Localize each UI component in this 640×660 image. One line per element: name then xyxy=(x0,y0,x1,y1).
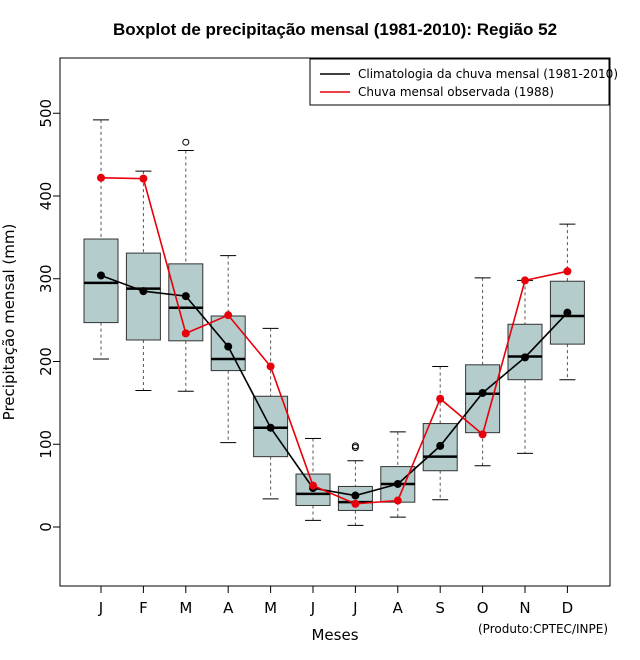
y-tick-label: 300 xyxy=(37,264,55,293)
chart-title: Boxplot de precipitação mensal (1981-201… xyxy=(113,20,557,39)
x-tick-label: M xyxy=(179,599,192,617)
legend-box xyxy=(309,58,610,106)
x-tick-label: F xyxy=(139,599,148,617)
observed-point xyxy=(563,267,572,276)
box-2 xyxy=(168,138,204,392)
x-tick-label: M xyxy=(264,599,277,617)
box-1 xyxy=(125,170,161,391)
iqr-box xyxy=(168,263,204,342)
climatology-line xyxy=(100,274,568,497)
box-10 xyxy=(507,279,543,454)
climatology-point xyxy=(97,271,105,280)
climatology-point xyxy=(224,342,233,351)
y-axis-label: Precipitação mensal (mm) xyxy=(0,224,18,421)
observed-point xyxy=(521,276,529,285)
y-tick-label: 0 xyxy=(37,522,55,532)
box-11 xyxy=(549,223,585,381)
legend-climatology-label: Climatologia da chuva mensal (1981-2010) xyxy=(358,67,618,81)
boxes-layer xyxy=(83,119,585,526)
legend-observed-label: Chuva mensal observada (1988) xyxy=(358,85,554,99)
climatology-point xyxy=(181,292,190,301)
y-tick-label: 100 xyxy=(37,430,55,459)
iqr-box xyxy=(465,364,501,434)
box-8 xyxy=(422,365,458,501)
x-tick-label: O xyxy=(477,599,489,617)
observed-point xyxy=(97,173,105,182)
y-axis: 0 100 200 300 400 500 xyxy=(37,99,60,532)
y-tick-label: 400 xyxy=(37,182,55,211)
observed-point xyxy=(224,311,233,320)
x-tick-label: J xyxy=(352,599,357,617)
climatology-point xyxy=(393,479,402,488)
observed-point xyxy=(309,481,317,490)
x-tick-label: J xyxy=(310,599,315,617)
observed-point xyxy=(266,362,275,371)
climatology-point xyxy=(563,308,572,317)
x-tick-label: D xyxy=(562,599,574,617)
iqr-box xyxy=(83,238,119,324)
x-tick-label: J xyxy=(98,599,103,617)
plot-frame xyxy=(59,57,611,587)
observed-line xyxy=(100,176,568,505)
climatology-point xyxy=(436,441,445,450)
observed-point xyxy=(181,329,190,338)
climatology-point xyxy=(351,491,360,500)
observed-point xyxy=(393,496,402,505)
iqr-box xyxy=(507,323,543,381)
outlier-point xyxy=(351,442,359,450)
climatology-point xyxy=(266,423,275,432)
box-6 xyxy=(337,442,373,526)
observed-point xyxy=(139,174,148,183)
x-tick-label: A xyxy=(393,599,404,617)
iqr-box xyxy=(125,252,161,341)
climatology-point xyxy=(139,287,148,296)
observed-point xyxy=(351,499,360,508)
outlier-point xyxy=(182,138,190,146)
series-lines-layer xyxy=(97,173,572,508)
observed-point xyxy=(436,394,445,403)
x-axis-label: Meses xyxy=(311,626,358,644)
observed-point xyxy=(478,430,487,439)
climatology-point xyxy=(521,353,529,362)
legend: Climatologia da chuva mensal (1981-2010)… xyxy=(309,58,618,106)
climatology-point xyxy=(478,388,487,397)
box-0 xyxy=(83,119,119,360)
x-tick-label: S xyxy=(435,599,445,617)
product-credit: (Produto:CPTEC/INPE) xyxy=(478,622,608,636)
x-tick-label: N xyxy=(519,599,530,617)
y-tick-label: 200 xyxy=(37,347,55,376)
x-tick-label: A xyxy=(223,599,234,617)
box-4 xyxy=(253,327,289,500)
y-tick-label: 500 xyxy=(37,99,55,128)
